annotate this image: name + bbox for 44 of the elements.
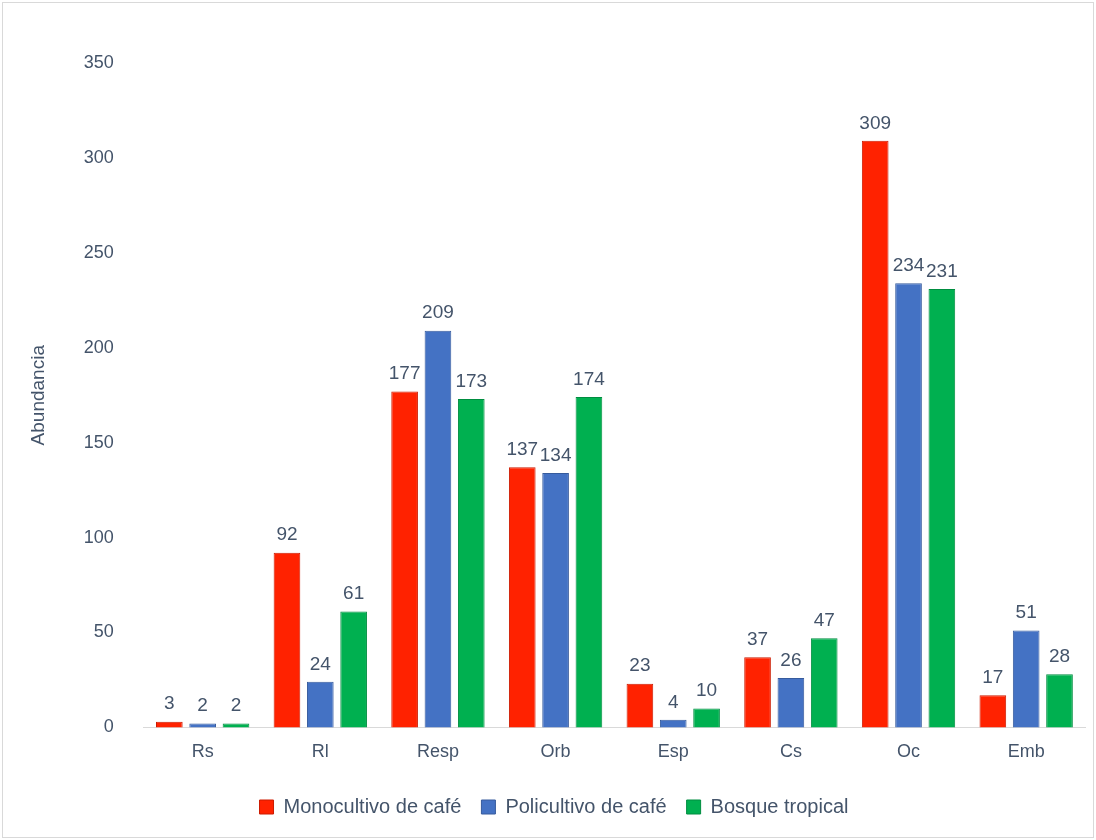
x-tick-label: Rs	[191, 741, 214, 762]
x-tick-label: Emb	[1007, 741, 1045, 762]
x-tick-label: Orb	[540, 741, 571, 762]
x-tick-label: Resp	[416, 741, 459, 762]
data-label: 174	[573, 367, 606, 389]
x-tick-label: Cs	[779, 741, 802, 762]
data-label: 231	[926, 259, 958, 281]
y-tick-label: 50	[93, 621, 114, 642]
data-label: 2	[230, 694, 242, 716]
y-tick-label: 0	[103, 716, 114, 737]
data-label: 3	[164, 692, 175, 714]
data-label: 209	[422, 301, 454, 323]
x-tick-label: Esp	[657, 741, 689, 762]
y-tick-label: 150	[83, 431, 114, 452]
data-label: 137	[506, 438, 539, 460]
data-label: 37	[746, 627, 769, 649]
data-label: 61	[343, 582, 365, 604]
data-label: 26	[780, 648, 802, 670]
data-label: 177	[388, 362, 421, 384]
data-label: 309	[859, 111, 892, 133]
data-label: 51	[1015, 601, 1037, 623]
data-label: 17	[982, 665, 1004, 687]
data-label: 234	[892, 253, 925, 275]
legend-label: Policultivo de café	[505, 794, 667, 817]
y-tick-label: 350	[83, 51, 114, 72]
data-label: 134	[539, 443, 572, 465]
y-tick-label: 100	[83, 526, 114, 547]
data-label: 28	[1048, 644, 1071, 666]
legend-label: Monocultivo de café	[283, 794, 462, 817]
data-label: 92	[276, 523, 298, 545]
y-tick-label: 200	[83, 336, 114, 357]
y-axis-title: Abundancia	[26, 344, 48, 446]
data-label: 4	[667, 690, 679, 712]
data-label: 23	[629, 654, 651, 676]
data-label: 173	[455, 369, 488, 391]
x-tick-label: Rl	[311, 741, 329, 762]
legend-label: Bosque tropical	[710, 794, 849, 817]
data-label: 24	[309, 652, 332, 674]
data-label: 2	[197, 694, 208, 716]
data-label: 10	[696, 679, 718, 701]
y-tick-label: 250	[83, 241, 114, 262]
x-tick-label: Oc	[897, 741, 921, 762]
data-label: 47	[813, 608, 835, 630]
y-tick-label: 300	[83, 146, 114, 167]
